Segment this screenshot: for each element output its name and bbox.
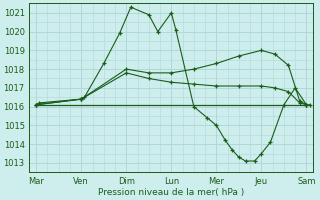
X-axis label: Pression niveau de la mer( hPa ): Pression niveau de la mer( hPa )	[98, 188, 244, 197]
